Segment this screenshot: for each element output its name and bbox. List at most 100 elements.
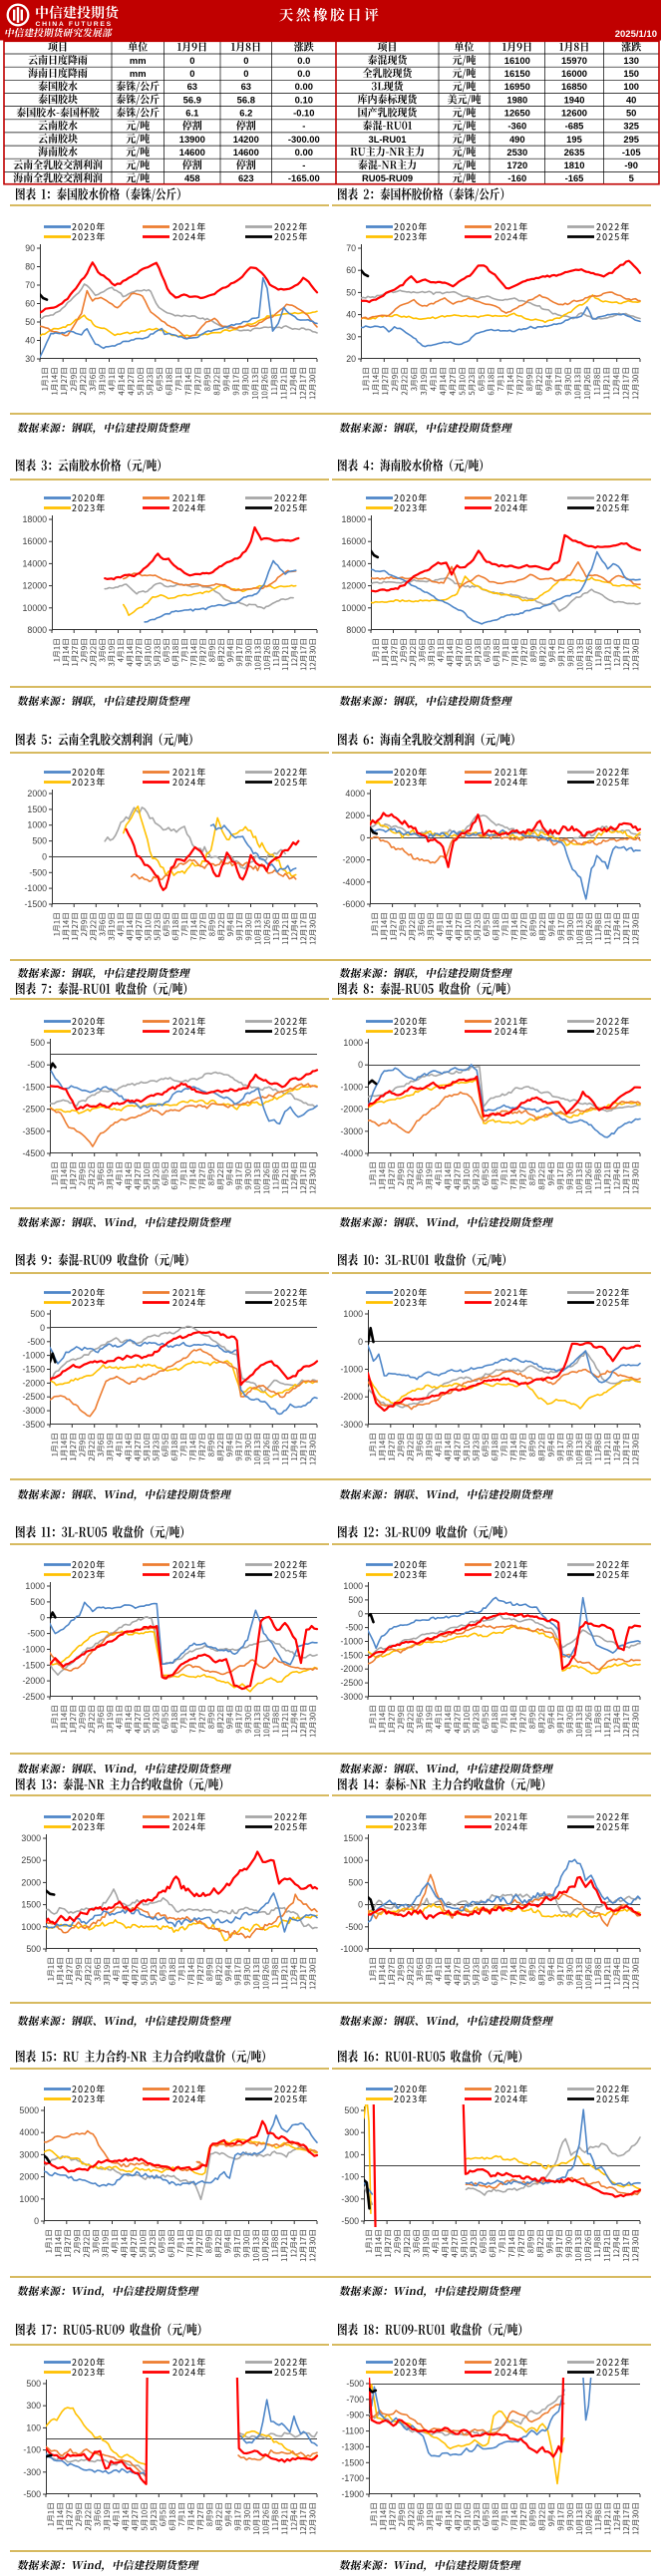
svg-text:3L-RU01: 3L-RU01	[368, 134, 406, 145]
svg-text:16150: 16150	[504, 68, 530, 79]
svg-text:-500: -500	[29, 867, 47, 877]
svg-text:3000: 3000	[21, 1833, 41, 1843]
svg-text:-2500: -2500	[341, 1678, 364, 1688]
svg-text:0: 0	[189, 55, 194, 66]
svg-text:-2000: -2000	[23, 1676, 46, 1686]
svg-text:6.1: 6.1	[185, 108, 198, 119]
svg-text:70: 70	[346, 243, 356, 253]
svg-text:60: 60	[25, 299, 35, 309]
svg-text:-90: -90	[624, 160, 638, 170]
svg-text:1720: 1720	[506, 160, 527, 170]
svg-text:-100: -100	[341, 2172, 359, 2182]
svg-text:-2000: -2000	[341, 1664, 364, 1674]
svg-text:500: 500	[26, 1944, 41, 1954]
svg-text:0.0: 0.0	[297, 68, 310, 79]
svg-text:12000: 12000	[342, 581, 367, 591]
svg-text:80: 80	[25, 262, 35, 272]
svg-text:-3500: -3500	[23, 1420, 46, 1430]
svg-text:2000: 2000	[19, 2172, 39, 2182]
svg-text:1000: 1000	[21, 1922, 41, 1932]
svg-text:0.0: 0.0	[297, 55, 310, 66]
svg-text:-1000: -1000	[341, 1944, 364, 1954]
svg-text:-500: -500	[27, 1337, 45, 1347]
svg-text:-3000: -3000	[341, 1420, 364, 1430]
svg-text:-1500: -1500	[25, 899, 48, 909]
svg-text:6.2: 6.2	[239, 108, 252, 119]
svg-text:13900: 13900	[179, 134, 205, 145]
svg-text:-165: -165	[565, 172, 584, 183]
svg-text:-500: -500	[27, 1060, 45, 1070]
svg-text:500: 500	[26, 2379, 41, 2389]
svg-text:325: 325	[623, 121, 639, 132]
svg-text:12600: 12600	[561, 108, 587, 119]
svg-text:30: 30	[25, 354, 35, 364]
svg-text:2500: 2500	[21, 1855, 41, 1865]
svg-text:0: 0	[358, 1609, 363, 1619]
svg-text:14000: 14000	[23, 558, 48, 568]
svg-text:500: 500	[32, 836, 47, 846]
svg-text:1000: 1000	[343, 1309, 363, 1319]
svg-text:-4000: -4000	[341, 1148, 364, 1158]
svg-text:30: 30	[346, 332, 356, 342]
svg-text:56.9: 56.9	[183, 94, 201, 105]
svg-text:1810: 1810	[564, 160, 585, 170]
svg-text:0.00: 0.00	[295, 147, 313, 158]
svg-text:63: 63	[187, 81, 197, 92]
svg-text:-2000: -2000	[341, 1392, 364, 1402]
svg-text:1980: 1980	[506, 94, 527, 105]
svg-text:-1100: -1100	[342, 2426, 364, 2436]
svg-text:0: 0	[243, 68, 248, 79]
svg-text:CHINA FUTURES: CHINA FUTURES	[36, 21, 113, 28]
svg-text:500: 500	[344, 2105, 359, 2115]
svg-text:458: 458	[184, 172, 200, 183]
svg-text:-500: -500	[27, 1629, 45, 1639]
svg-text:50: 50	[25, 317, 35, 327]
svg-text:-1500: -1500	[23, 1365, 46, 1375]
svg-text:-500: -500	[341, 2216, 359, 2226]
svg-text:40: 40	[25, 336, 35, 346]
svg-text:0: 0	[358, 1060, 363, 1070]
svg-text:1000: 1000	[343, 1581, 363, 1591]
svg-text:150: 150	[623, 68, 639, 79]
svg-text:100: 100	[344, 2149, 359, 2159]
svg-text:14600: 14600	[233, 147, 259, 158]
svg-text:0: 0	[358, 1900, 363, 1910]
svg-text:-1900: -1900	[342, 2489, 365, 2499]
svg-text:-2500: -2500	[23, 1692, 46, 1702]
svg-text:-1000: -1000	[341, 1365, 364, 1375]
svg-text:500: 500	[30, 1597, 45, 1607]
svg-text:-1300: -1300	[342, 2441, 365, 2451]
svg-text:-4500: -4500	[23, 1148, 46, 1158]
svg-text:1940: 1940	[564, 94, 585, 105]
svg-text:-300: -300	[23, 2467, 41, 2477]
svg-text:50: 50	[346, 287, 356, 297]
svg-text:-2000: -2000	[23, 1378, 46, 1388]
svg-text:0: 0	[40, 1323, 45, 1333]
svg-text:-1500: -1500	[23, 1660, 46, 1670]
svg-text:4000: 4000	[345, 789, 365, 799]
svg-text:-3000: -3000	[341, 1692, 364, 1702]
svg-text:-300.00: -300.00	[288, 134, 320, 145]
svg-text:-0.10: -0.10	[293, 108, 314, 119]
svg-text:-: -	[302, 121, 305, 132]
svg-text:56.8: 56.8	[237, 94, 255, 105]
svg-text:1500: 1500	[343, 1833, 363, 1843]
svg-text:14000: 14000	[342, 558, 367, 568]
svg-text:-1500: -1500	[342, 2457, 365, 2467]
svg-text:5000: 5000	[19, 2105, 39, 2115]
svg-text:50: 50	[626, 108, 636, 119]
svg-text:-700: -700	[346, 2395, 364, 2405]
svg-text:500: 500	[348, 1595, 363, 1605]
svg-text:16100: 16100	[504, 55, 530, 66]
svg-text:1000: 1000	[19, 2194, 39, 2204]
svg-text:-1000: -1000	[23, 1644, 46, 1654]
svg-text:-3500: -3500	[23, 1127, 46, 1136]
svg-text:-2500: -2500	[23, 1105, 46, 1115]
svg-text:130: 130	[623, 55, 639, 66]
svg-text:500: 500	[348, 1877, 363, 1887]
svg-text:-100: -100	[23, 2445, 41, 2455]
svg-text:0.00: 0.00	[295, 81, 313, 92]
svg-text:623: 623	[238, 172, 254, 183]
svg-text:-2000: -2000	[343, 855, 366, 865]
svg-text:16000: 16000	[342, 536, 367, 546]
